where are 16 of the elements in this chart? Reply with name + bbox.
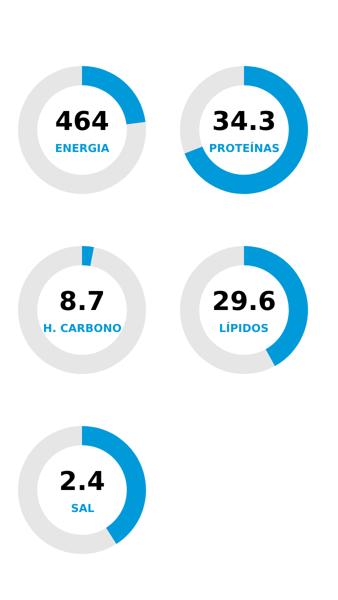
text: 29.6 [212,287,276,317]
donut-slice [180,246,275,374]
text: LÍPIDOS [219,321,269,335]
donut-slice [184,66,308,194]
text: PROTEÍNAS [209,141,280,155]
donut-slice [18,246,146,374]
donut-slice [18,426,116,554]
donut-slice [82,246,94,266]
text: ENERGIA [55,142,110,155]
text: 464 [55,107,110,137]
text: H. CARBONO [43,322,122,335]
text: SAL [71,502,94,515]
text: 8.7 [59,287,106,317]
text: 34.3 [212,107,276,137]
donut-slice [18,66,146,194]
text: 2.4 [59,467,106,497]
